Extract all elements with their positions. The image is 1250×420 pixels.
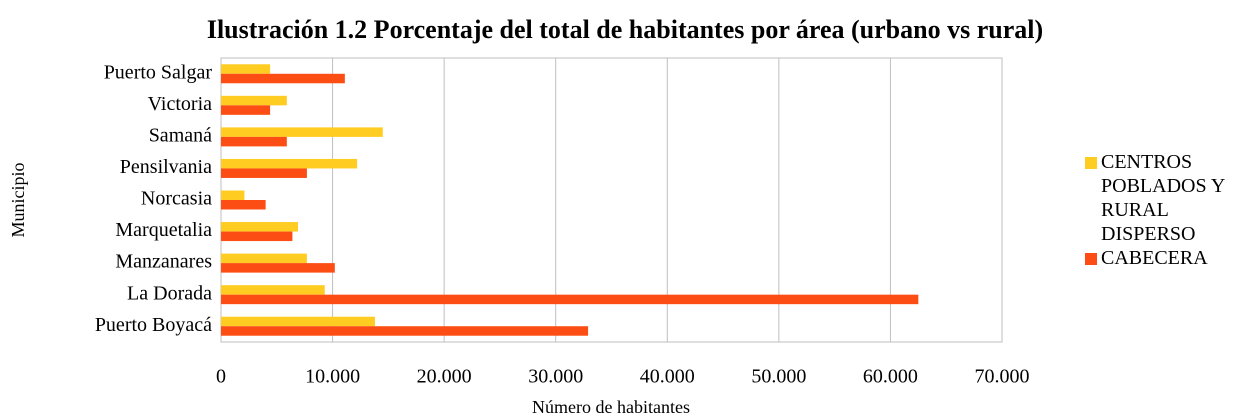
bar xyxy=(221,222,298,232)
x-tick-label: 30.000 xyxy=(528,366,583,388)
bar xyxy=(221,64,271,74)
y-tick-label: Victoria xyxy=(148,93,212,115)
bar xyxy=(221,127,383,137)
y-axis-label: Municipio xyxy=(8,163,28,238)
x-tick-label: 70.000 xyxy=(975,366,1030,388)
bar xyxy=(221,158,358,169)
bar xyxy=(221,326,589,336)
x-tick-label: 50.000 xyxy=(751,366,806,388)
legend-swatch xyxy=(1085,157,1097,169)
bar xyxy=(221,136,287,147)
y-tick-label: Norcasia xyxy=(141,188,212,210)
y-tick-label: Manzanares xyxy=(115,251,212,273)
bar xyxy=(221,294,919,305)
legend-label: CENTROS POBLADOS Y RURAL DISPERSO xyxy=(1101,151,1225,245)
y-tick-label: Samaná xyxy=(149,124,212,146)
y-tick-label: Marquetalia xyxy=(115,219,212,241)
y-tick-label: Puerto Boyacá xyxy=(95,314,212,336)
legend: CENTROS POBLADOS Y RURAL DISPERSO CABECER… xyxy=(1085,150,1250,270)
legend-swatch xyxy=(1085,253,1097,265)
y-tick-label: Puerto Salgar xyxy=(104,61,213,83)
y-tick-label: Pensilvania xyxy=(120,156,212,178)
x-tick-label: 10.000 xyxy=(305,366,360,388)
bar xyxy=(221,231,293,242)
bar xyxy=(221,285,325,295)
bar xyxy=(221,316,375,327)
bar xyxy=(221,263,335,273)
x-tick-label: 40.000 xyxy=(640,366,695,388)
bar xyxy=(221,105,271,115)
bar xyxy=(221,253,307,264)
x-tick-label: 0 xyxy=(216,366,226,388)
bar xyxy=(221,95,287,106)
x-tick-label: 60.000 xyxy=(863,366,918,388)
bar xyxy=(221,73,345,84)
y-tick-label: La Dorada xyxy=(127,282,212,304)
legend-item: CABECERA xyxy=(1085,246,1250,270)
x-axis-label: Número de habitantes xyxy=(532,397,690,417)
legend-label: CABECERA xyxy=(1101,247,1208,269)
bar xyxy=(221,168,307,178)
bar xyxy=(221,190,245,200)
bar xyxy=(221,200,266,210)
chart-title: Ilustración 1.2 Porcentaje del total de … xyxy=(207,15,1043,44)
x-tick-label: 20.000 xyxy=(417,366,472,388)
legend-item: CENTROS POBLADOS Y RURAL DISPERSO xyxy=(1085,150,1250,246)
